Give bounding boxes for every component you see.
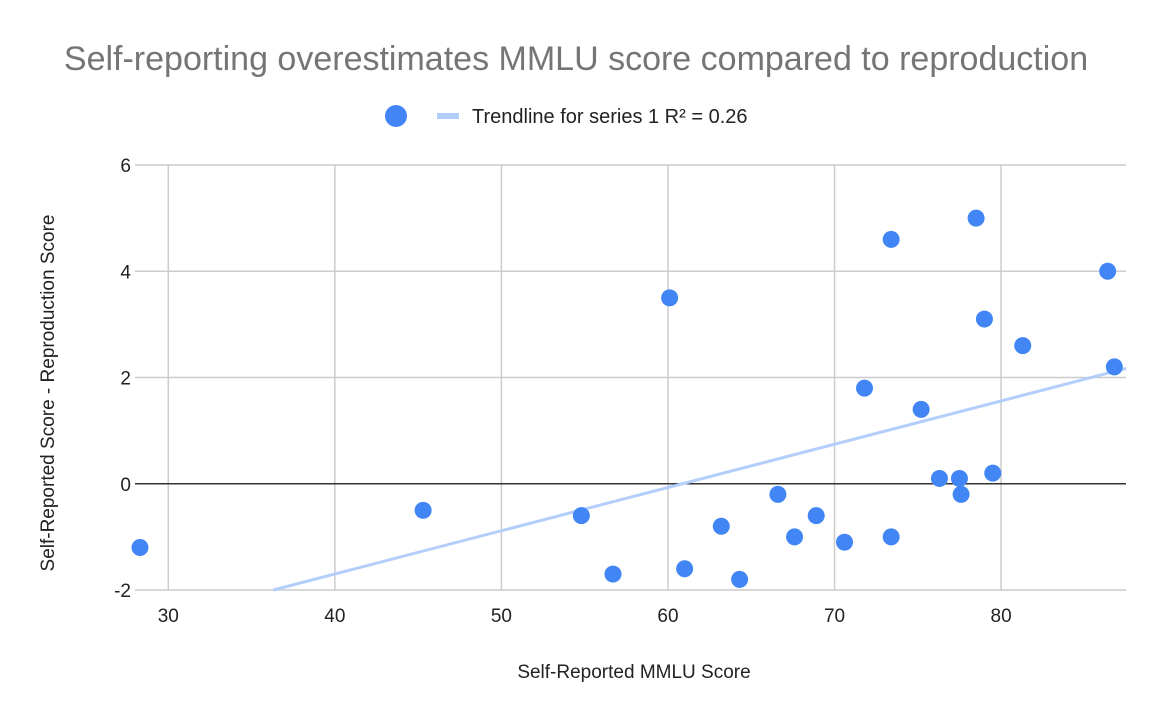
trendline-group — [272, 367, 1127, 592]
gridlines — [135, 164, 1126, 591]
x-tick-label: 50 — [491, 606, 512, 627]
legend: Trendline for series 1 R² = 0.26 — [385, 105, 748, 128]
data-point — [1099, 262, 1117, 280]
data-point — [1105, 358, 1123, 376]
legend-series-marker — [385, 105, 407, 127]
x-tick-label: 60 — [657, 606, 678, 627]
data-point — [731, 570, 749, 588]
data-point — [769, 485, 787, 503]
data-point — [950, 469, 968, 487]
trendline — [272, 367, 1127, 592]
data-point — [912, 400, 930, 418]
data-point — [836, 533, 854, 551]
data-point — [572, 507, 590, 525]
y-tick-label: 0 — [120, 475, 131, 496]
y-axis-title: Self-Reported Score - Reproduction Score — [38, 215, 59, 572]
x-tick-label: 70 — [824, 606, 845, 627]
data-point — [131, 539, 149, 556]
x-tick-label: 40 — [324, 606, 345, 627]
data-point — [967, 209, 985, 227]
data-point — [930, 469, 948, 487]
data-point — [786, 528, 804, 546]
data-points — [131, 209, 1123, 588]
legend-trendline-label: Trendline for series 1 R² = 0.26 — [472, 106, 748, 128]
data-point — [676, 560, 694, 578]
data-point — [975, 310, 993, 328]
data-point — [856, 379, 874, 397]
x-axis-ticks: 30 40 50 60 70 80 — [158, 606, 1012, 627]
data-point — [952, 485, 970, 503]
x-axis-title: Self-Reported MMLU Score — [517, 662, 750, 683]
x-tick-label: 80 — [991, 606, 1012, 627]
data-point — [414, 501, 432, 519]
y-tick-label: -2 — [114, 581, 131, 602]
data-point — [712, 517, 730, 535]
y-tick-label: 4 — [120, 262, 131, 283]
data-point — [882, 528, 900, 546]
y-axis-ticks: -2 0 2 4 6 — [114, 156, 131, 602]
data-point — [984, 464, 1002, 482]
data-point — [661, 289, 679, 307]
data-point — [882, 230, 900, 248]
x-tick-label: 30 — [158, 606, 179, 627]
y-tick-label: 6 — [120, 156, 131, 177]
data-point — [604, 565, 622, 583]
chart-title: Self-reporting overestimates MMLU score … — [64, 40, 1088, 78]
data-point — [1014, 337, 1032, 355]
data-point — [807, 507, 825, 525]
y-tick-label: 2 — [120, 369, 131, 390]
